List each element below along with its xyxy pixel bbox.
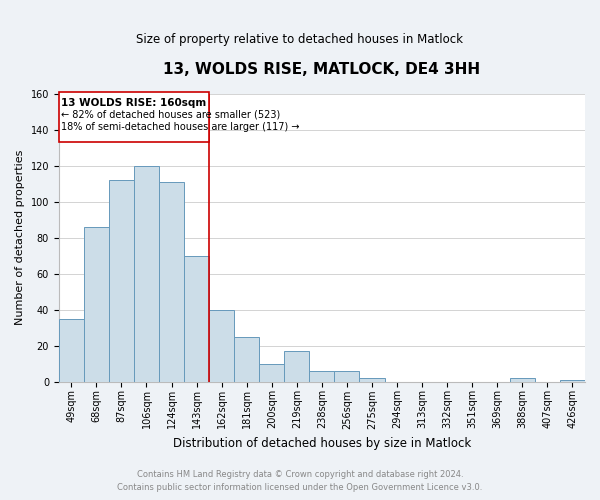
Text: 13 WOLDS RISE: 160sqm: 13 WOLDS RISE: 160sqm: [61, 98, 206, 108]
Bar: [159, 182, 184, 382]
Text: ← 82% of detached houses are smaller (523): ← 82% of detached houses are smaller (52…: [61, 109, 281, 119]
Bar: [84, 227, 109, 382]
Bar: [259, 364, 284, 382]
Text: Size of property relative to detached houses in Matlock: Size of property relative to detached ho…: [137, 32, 464, 46]
X-axis label: Distribution of detached houses by size in Matlock: Distribution of detached houses by size …: [173, 437, 471, 450]
FancyBboxPatch shape: [59, 92, 209, 142]
Bar: [209, 310, 234, 382]
Bar: [59, 318, 84, 382]
Bar: [334, 370, 359, 382]
Bar: [184, 256, 209, 382]
Bar: [234, 336, 259, 382]
Y-axis label: Number of detached properties: Number of detached properties: [15, 150, 25, 326]
Bar: [359, 378, 385, 382]
Bar: [284, 351, 310, 382]
Text: Contains HM Land Registry data © Crown copyright and database right 2024.
Contai: Contains HM Land Registry data © Crown c…: [118, 470, 482, 492]
Title: 13, WOLDS RISE, MATLOCK, DE4 3HH: 13, WOLDS RISE, MATLOCK, DE4 3HH: [163, 62, 481, 78]
Bar: [310, 370, 334, 382]
Bar: [109, 180, 134, 382]
Bar: [134, 166, 159, 382]
Text: 18% of semi-detached houses are larger (117) →: 18% of semi-detached houses are larger (…: [61, 122, 300, 132]
Bar: [560, 380, 585, 382]
Bar: [510, 378, 535, 382]
